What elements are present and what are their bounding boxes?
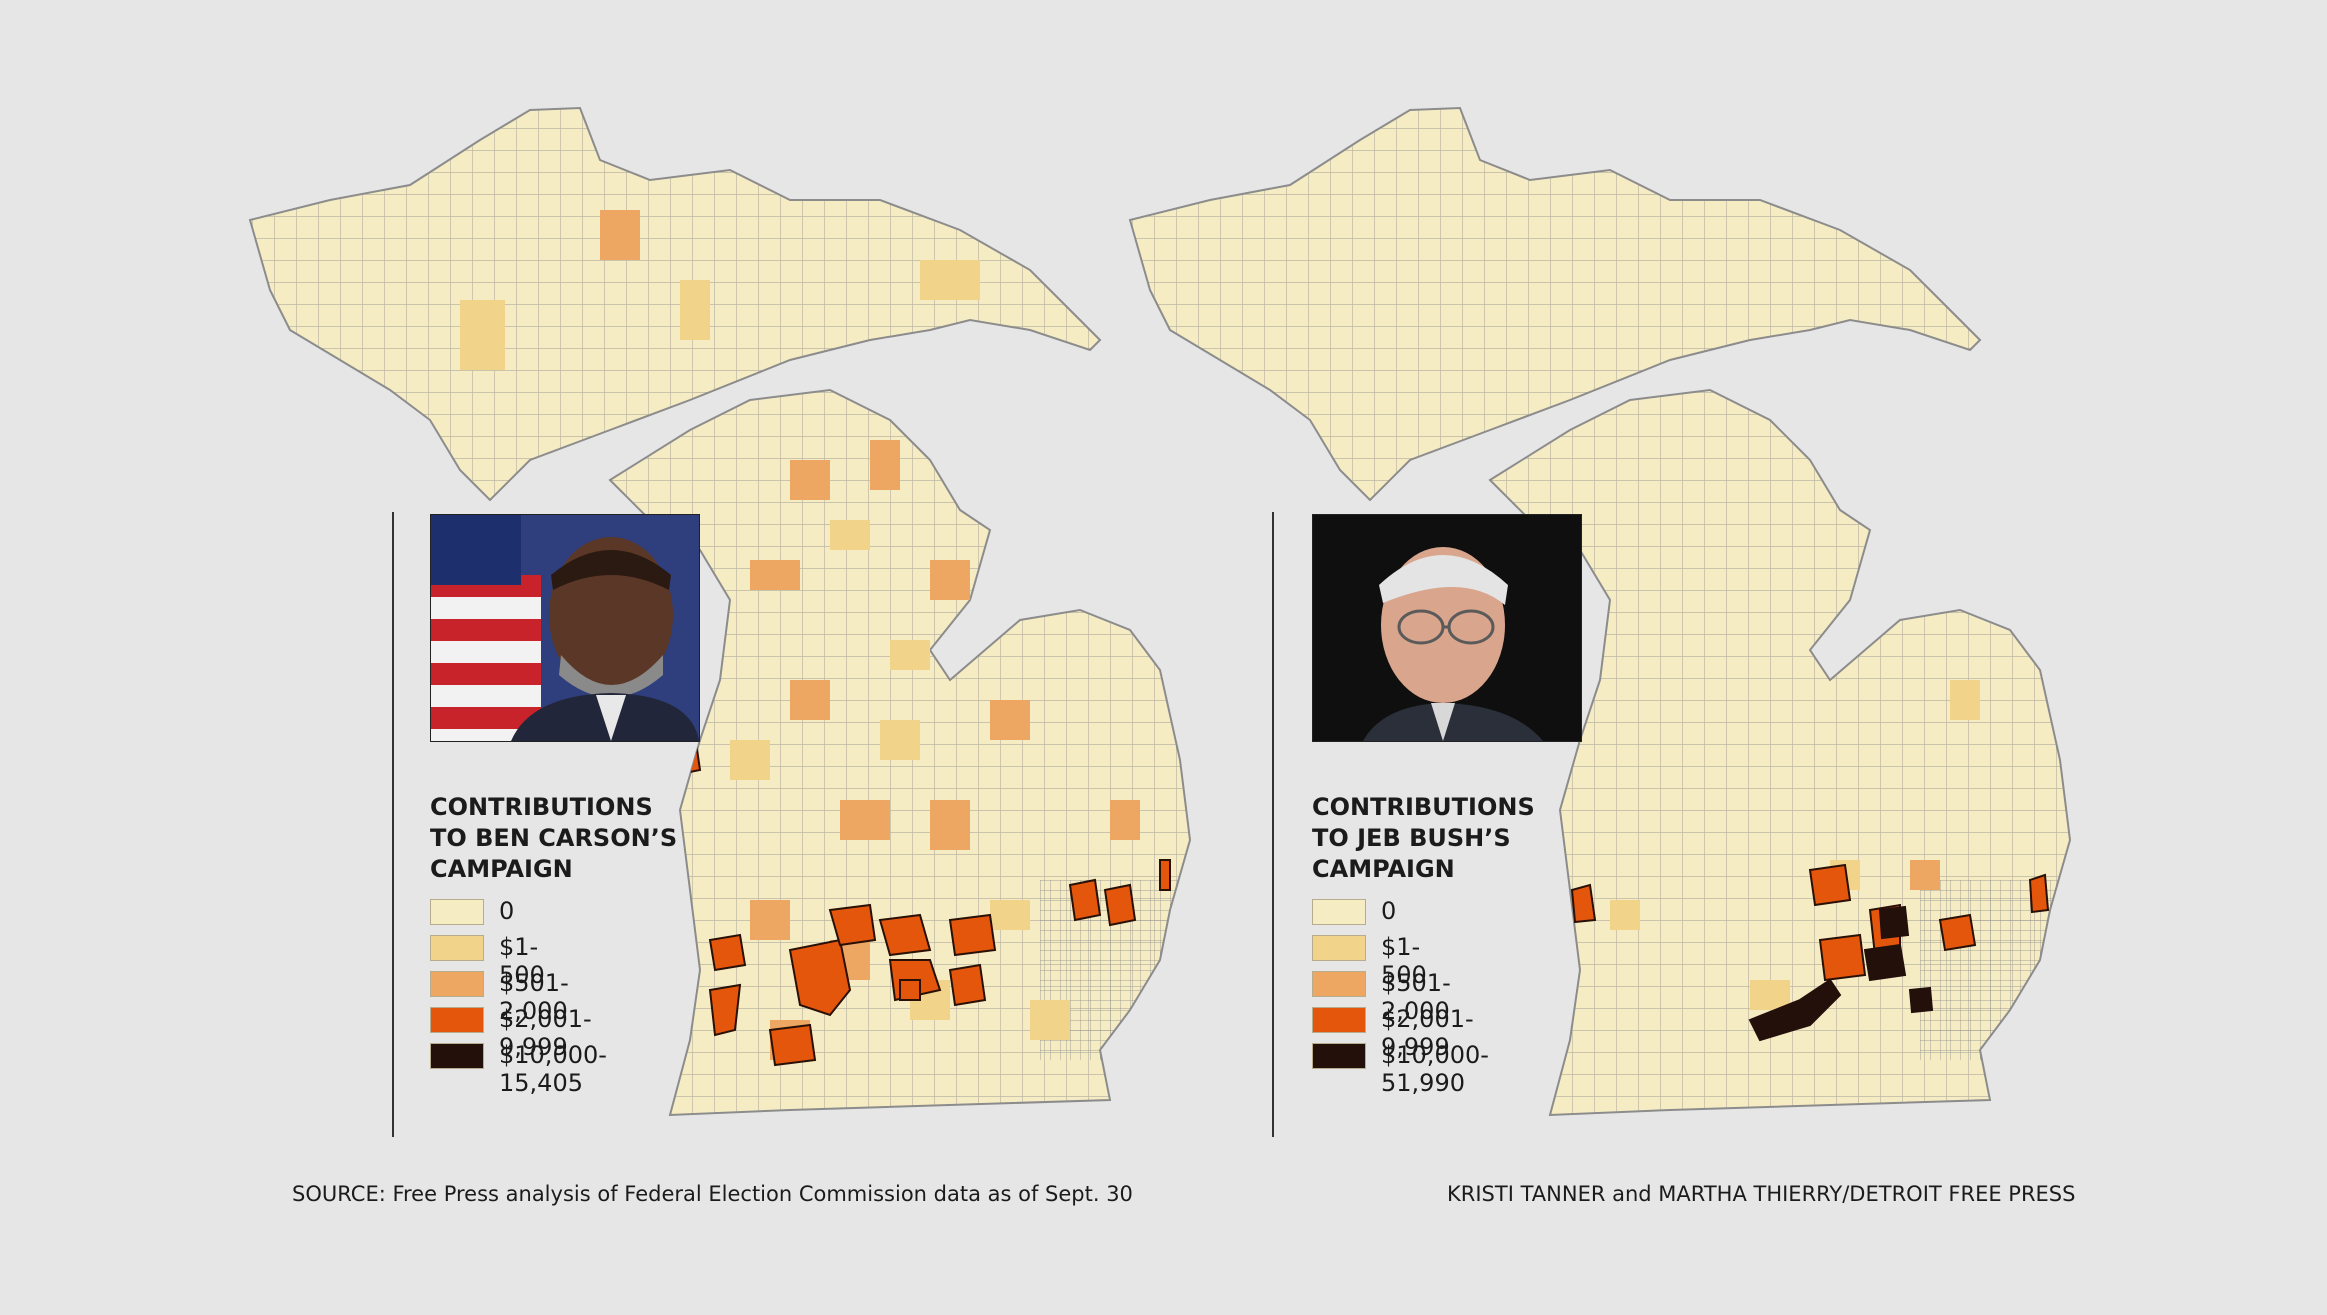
ben-carson-portrait-icon bbox=[431, 515, 699, 741]
bush-michigan-map bbox=[1128, 106, 2072, 1117]
legend-label: $501-2,000 bbox=[1381, 969, 1451, 1025]
legend-label: $10,000-51,990 bbox=[1381, 1041, 1489, 1097]
bush-panel: CONTRIBUTIONS TO JEB BUSH’S CAMPAIGN 0 $… bbox=[1110, 40, 2230, 1137]
bush-divider-rule bbox=[1272, 512, 1274, 1137]
legend-swatch-top bbox=[430, 1043, 484, 1069]
legend-swatch-mid bbox=[430, 971, 484, 997]
credit-line: KRISTI TANNER and MARTHA THIERRY/DETROIT… bbox=[1447, 1182, 2076, 1206]
legend-swatch-high bbox=[430, 1007, 484, 1033]
legend-label: $1-500 bbox=[1381, 933, 1427, 989]
legend-swatch-zero bbox=[1312, 899, 1366, 925]
carson-michigan-map bbox=[248, 106, 1192, 1117]
legend-label: $2,001-9,999 bbox=[499, 1005, 592, 1061]
source-note: SOURCE: Free Press analysis of Federal E… bbox=[292, 1182, 1133, 1206]
carson-legend-title: CONTRIBUTIONS TO BEN CARSON’S CAMPAIGN bbox=[430, 793, 678, 883]
legend-swatch-low bbox=[1312, 935, 1366, 961]
bush-photo bbox=[1312, 514, 1582, 742]
legend-swatch-zero bbox=[430, 899, 484, 925]
legend-label: $501-2,000 bbox=[499, 969, 569, 1025]
legend-label: 0 bbox=[499, 897, 515, 925]
legend-label: $2,001-9,999 bbox=[1381, 1005, 1474, 1061]
legend-swatch-high bbox=[1312, 1007, 1366, 1033]
legend-swatch-mid bbox=[1312, 971, 1366, 997]
legend-swatch-top bbox=[1312, 1043, 1366, 1069]
bush-legend-title: CONTRIBUTIONS TO JEB BUSH’S CAMPAIGN bbox=[1312, 793, 1535, 883]
legend-label: $1-500 bbox=[499, 933, 545, 989]
legend-label: $10,000-15,405 bbox=[499, 1041, 607, 1097]
legend-label: 0 bbox=[1381, 897, 1397, 925]
jeb-bush-portrait-icon bbox=[1313, 515, 1581, 741]
carson-photo bbox=[430, 514, 700, 742]
carson-divider-rule bbox=[392, 512, 394, 1137]
legend-swatch-low bbox=[430, 935, 484, 961]
carson-panel: CONTRIBUTIONS TO BEN CARSON’S CAMPAIGN 0… bbox=[230, 40, 1350, 1137]
